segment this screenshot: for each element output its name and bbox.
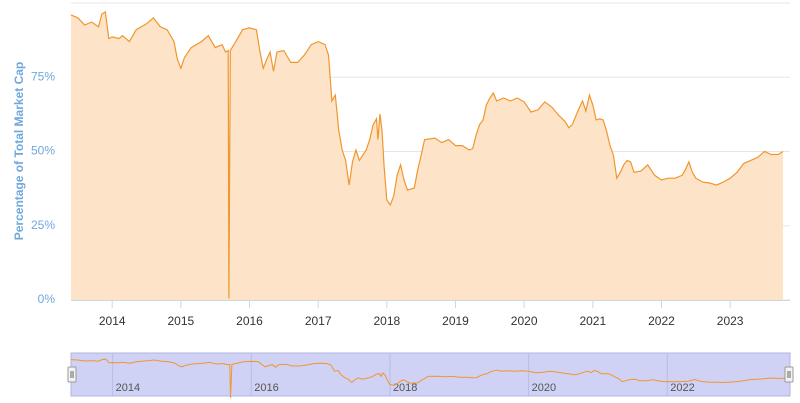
y-tick-label: 50% [31, 144, 55, 158]
navigator-tick-label: 2014 [116, 382, 140, 394]
navigator-handle[interactable] [784, 366, 794, 383]
x-tick-label: 2014 [99, 314, 126, 328]
navigator-tick-label: 2022 [670, 382, 694, 394]
y-tick-label: 25% [31, 218, 55, 232]
x-tick-label: 2022 [648, 314, 675, 328]
x-tick-label: 2018 [373, 314, 400, 328]
navigator-line [70, 358, 791, 398]
x-tick-label: 2017 [305, 314, 332, 328]
y-tick-label: 75% [31, 69, 55, 83]
x-tick-label: 2020 [511, 314, 538, 328]
x-tick-label: 2015 [168, 314, 195, 328]
x-tick-label: 2016 [236, 314, 263, 328]
y-axis-label: Percentage of Total Market Cap [12, 62, 26, 241]
navigator-handle[interactable] [67, 366, 77, 383]
navigator-tick-label: 2018 [393, 382, 417, 394]
line [70, 10, 784, 299]
x-tick-label: 2023 [717, 314, 744, 328]
x-tick-label: 2021 [579, 314, 606, 328]
y-tick-label: 0% [38, 292, 56, 306]
x-tick-label: 2019 [442, 314, 469, 328]
navigator-tick-label: 2016 [254, 382, 278, 394]
area [71, 11, 783, 301]
navigator-tick-label: 2020 [532, 382, 556, 394]
